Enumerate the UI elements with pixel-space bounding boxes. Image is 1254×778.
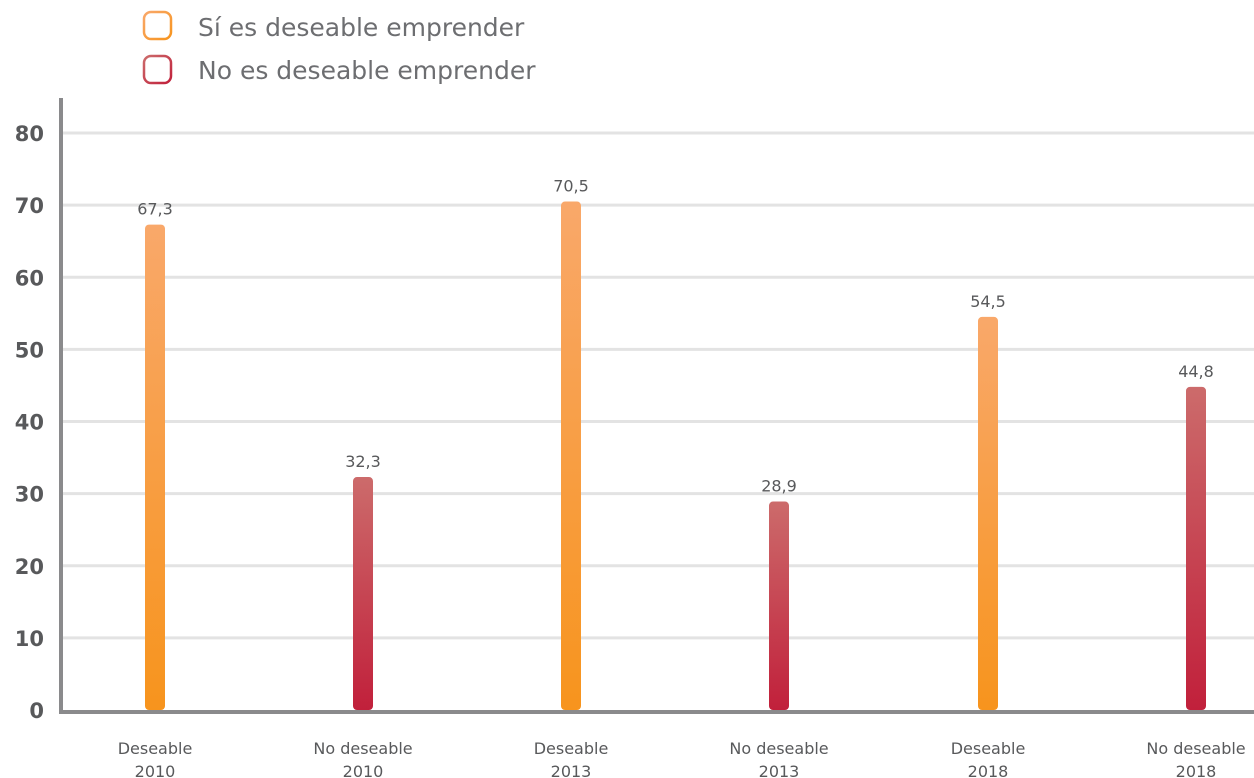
legend-swatch-si — [142, 10, 173, 41]
data-label: 67,3 — [137, 200, 173, 219]
x-axis-ticks: Deseable 2010 No deseable 2010 Deseable 2013 N… — [118, 739, 1246, 778]
y-tick-label: 60 — [15, 266, 44, 290]
bar — [1186, 386, 1206, 710]
legend-label-no: No es deseable emprender — [198, 56, 536, 85]
x-tick-label: Deseable — [534, 739, 609, 758]
y-tick-label: 10 — [15, 627, 44, 651]
bar — [978, 316, 998, 710]
y-tick-label: 40 — [15, 411, 44, 435]
bar — [145, 224, 165, 710]
y-tick-label: 80 — [15, 122, 44, 146]
data-label: 28,9 — [761, 477, 797, 496]
y-tick-label: 0 — [29, 699, 44, 723]
x-tick-label: No deseable — [1146, 739, 1245, 758]
legend-swatch-no — [142, 54, 173, 85]
bar — [769, 501, 789, 710]
legend-item-si: Sí es deseable emprender — [142, 10, 525, 42]
y-tick-label: 20 — [15, 555, 44, 579]
bar — [561, 201, 581, 711]
x-tick-label-year: 2018 — [1176, 762, 1217, 778]
y-tick-label: 30 — [15, 483, 44, 507]
x-tick-label: No deseable — [313, 739, 412, 758]
legend-item-no: No es deseable emprender — [142, 54, 536, 85]
y-axis-ticks: 0 10 20 30 40 50 60 70 80 — [15, 122, 44, 723]
x-tick-label-year: 2018 — [968, 762, 1009, 778]
data-label: 32,3 — [345, 452, 381, 471]
y-tick-label: 50 — [15, 338, 44, 362]
gridlines — [61, 131, 1254, 640]
x-tick-label-year: 2013 — [551, 762, 592, 778]
x-tick-label-year: 2010 — [135, 762, 176, 778]
data-labels: 67,3 32,3 70,5 28,9 54,5 44,8 — [137, 177, 1214, 496]
bars — [145, 201, 1206, 711]
y-tick-label: 70 — [15, 194, 44, 218]
x-tick-label: Deseable — [118, 739, 193, 758]
bar — [353, 477, 373, 710]
data-label: 44,8 — [1178, 362, 1214, 381]
x-tick-label-year: 2010 — [343, 762, 384, 778]
legend-label-si: Sí es deseable emprender — [198, 13, 525, 42]
x-tick-label-year: 2013 — [759, 762, 800, 778]
x-tick-label: No deseable — [729, 739, 828, 758]
legend: Sí es deseable emprender No es deseable … — [142, 10, 536, 85]
data-label: 70,5 — [553, 177, 589, 196]
data-label: 54,5 — [970, 292, 1006, 311]
x-tick-label: Deseable — [951, 739, 1026, 758]
